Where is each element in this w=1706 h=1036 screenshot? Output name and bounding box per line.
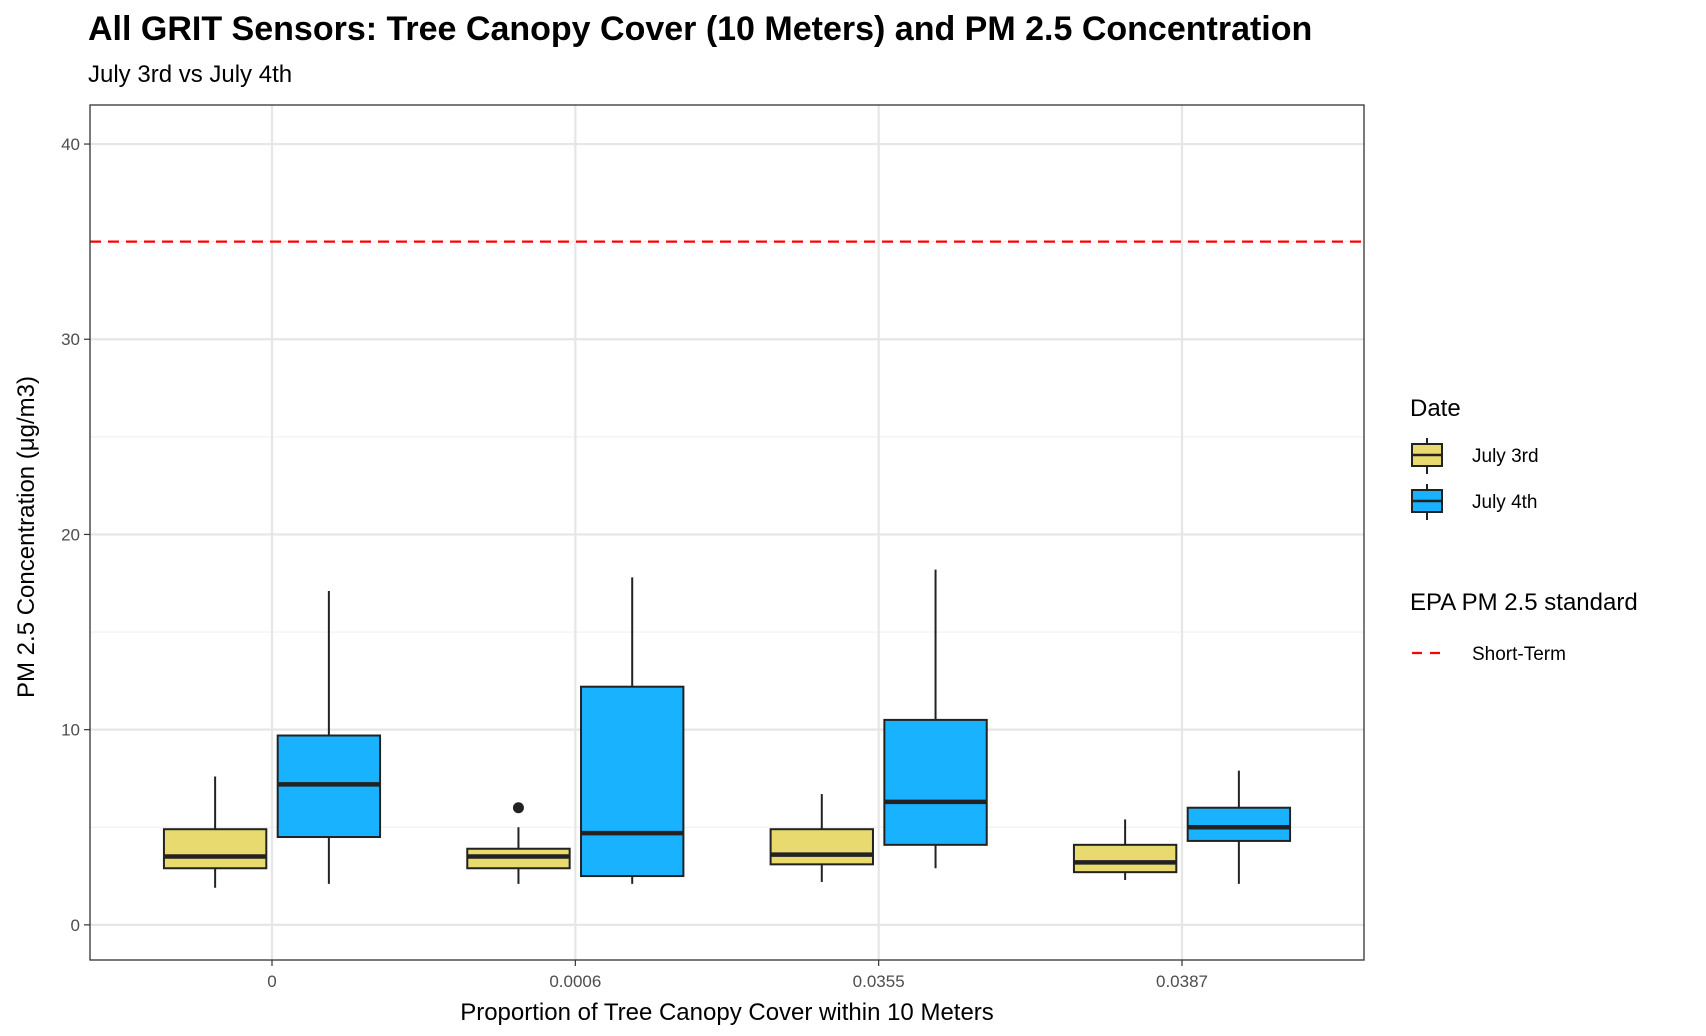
legend: Date July 3rd July 4th EPA PM 2.5 standard S… xyxy=(1410,395,1638,665)
legend-title-date: Date xyxy=(1410,395,1461,422)
x-axis-title: Proportion of Tree Canopy Cover within 1… xyxy=(460,999,994,1026)
legend-title-epa: EPA PM 2.5 standard xyxy=(1410,589,1638,616)
x-tick-label: 0.0387 xyxy=(1156,972,1208,991)
box-group xyxy=(580,577,685,884)
boxplots xyxy=(162,569,1292,888)
box-group xyxy=(1072,819,1178,880)
axes: 0 10 20 30 40 0 0.0006 0.0355 0.0387 xyxy=(61,135,1208,991)
legend-item: July 4th xyxy=(1411,484,1537,520)
box-group xyxy=(1186,770,1292,884)
box xyxy=(883,718,988,846)
y-tick-label: 30 xyxy=(61,330,80,349)
box xyxy=(769,828,874,866)
chart-title: All GRIT Sensors: Tree Canopy Cover (10 … xyxy=(88,10,1312,48)
box-group xyxy=(276,591,382,884)
outlier-point xyxy=(512,802,524,814)
y-tick-label: 0 xyxy=(71,916,80,935)
panel-border xyxy=(89,104,1365,961)
y-tick-label: 20 xyxy=(61,525,80,544)
y-axis-title: PM 2.5 Concentration (μg/m3) xyxy=(13,376,40,698)
x-tick-label: 0.0006 xyxy=(549,972,601,991)
legend-item: July 3rd xyxy=(1411,438,1539,474)
box-group xyxy=(466,802,571,884)
y-tick-label: 40 xyxy=(61,135,80,154)
box xyxy=(580,685,685,878)
legend-label: July 3rd xyxy=(1472,446,1539,467)
x-tick-label: 0 xyxy=(267,972,276,991)
box-group xyxy=(883,569,988,869)
x-tick-label: 0.0355 xyxy=(853,972,905,991)
box xyxy=(162,828,268,870)
box-group xyxy=(162,776,268,888)
box-group xyxy=(769,794,874,882)
box xyxy=(1186,806,1292,842)
legend-label: July 4th xyxy=(1472,492,1537,513)
y-tick-label: 10 xyxy=(61,721,80,740)
legend-item: Short-Term xyxy=(1412,644,1566,665)
chart-subtitle: July 3rd vs July 4th xyxy=(88,61,292,88)
legend-label: Short-Term xyxy=(1472,644,1566,665)
box xyxy=(1072,843,1178,874)
